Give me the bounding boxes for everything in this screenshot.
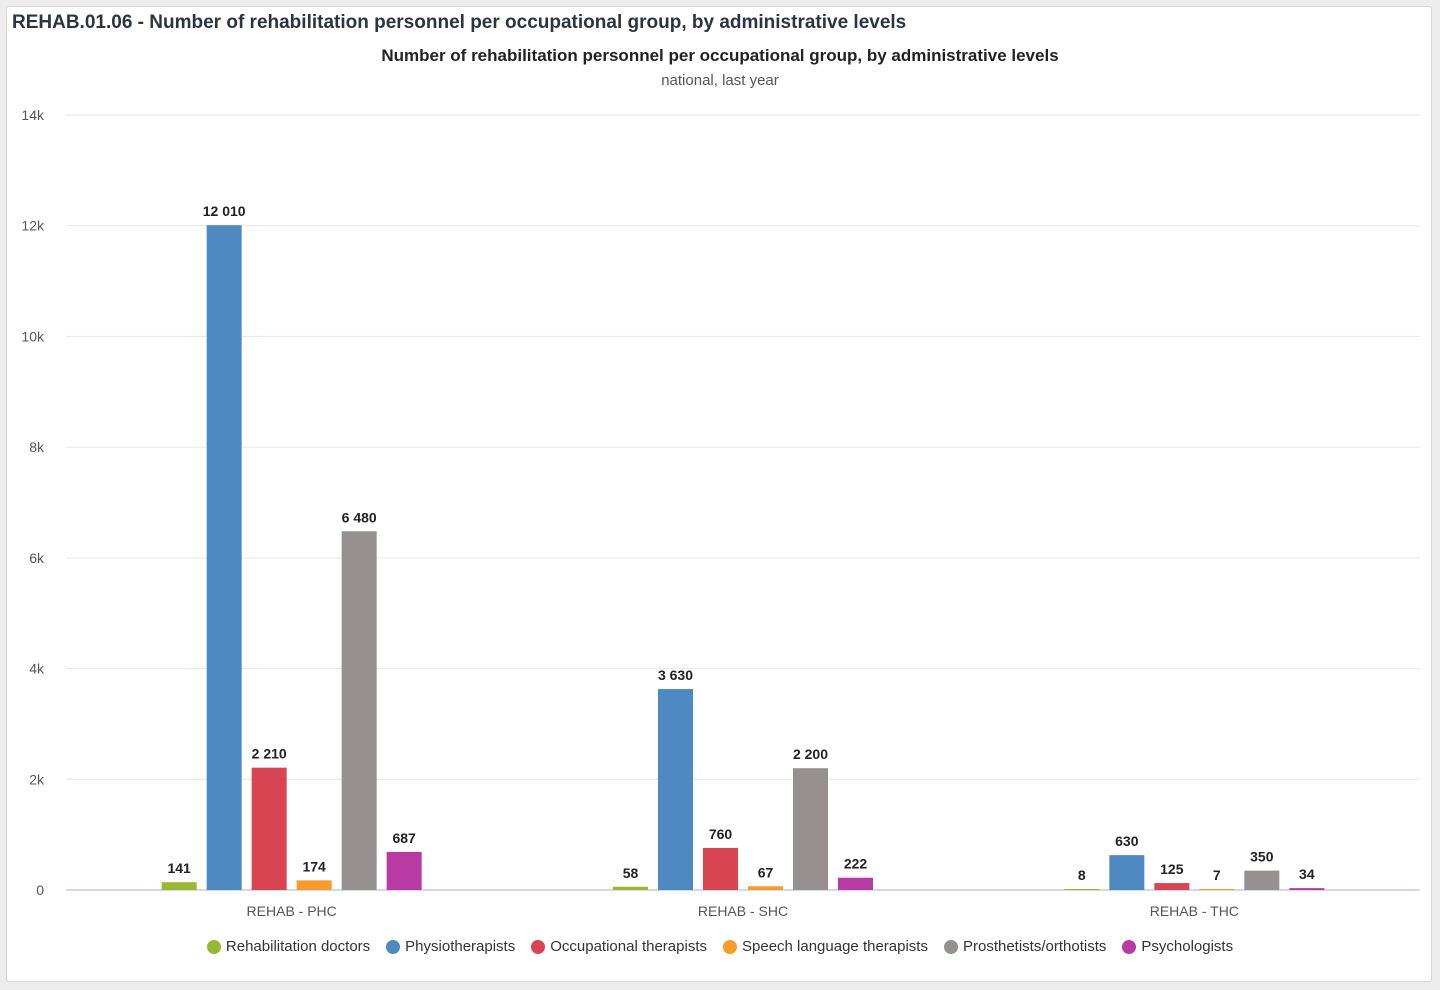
data-label: 7: [1213, 867, 1221, 883]
bar-psychologists-1[interactable]: [838, 877, 873, 890]
legend-marker: [206, 939, 221, 954]
y-tick-label: 12k: [21, 218, 45, 234]
data-label: 12 010: [203, 203, 246, 219]
data-label: 8: [1078, 867, 1086, 883]
y-tick-label: 4k: [29, 661, 45, 677]
legend-marker: [943, 939, 958, 954]
bar-rehabilitation-doctors-0[interactable]: [161, 882, 197, 890]
bar-physiotherapists-2[interactable]: [1109, 855, 1145, 890]
bar-occupational-therapists-2[interactable]: [1154, 883, 1190, 890]
data-label: 350: [1250, 849, 1274, 865]
y-tick-label: 8k: [29, 439, 45, 455]
y-tick-label: 10k: [21, 328, 45, 344]
y-tick-label: 2k: [29, 771, 45, 787]
data-label: 760: [709, 826, 733, 842]
legend-item[interactable]: Physiotherapists: [386, 938, 515, 955]
data-label: 2 210: [252, 746, 287, 762]
chart-card: [6, 6, 1432, 982]
data-label: 58: [623, 865, 639, 881]
data-label: 141: [167, 860, 191, 876]
legend-label: Psychologists: [1141, 938, 1234, 955]
bar-prosthetists-orthotists-0[interactable]: [341, 531, 377, 890]
data-label: 3 630: [658, 667, 693, 683]
bar-physiotherapists-1[interactable]: [658, 689, 693, 890]
y-tick-label: 0: [36, 882, 44, 898]
bar-speech-language-therapists-0[interactable]: [296, 880, 332, 890]
legend-item[interactable]: Speech language therapists: [723, 938, 928, 955]
bar-prosthetists-orthotists-2[interactable]: [1244, 870, 1280, 890]
bar-rehabilitation-doctors-1[interactable]: [613, 886, 648, 890]
y-tick-label: 6k: [29, 550, 45, 566]
bar-psychologists-0[interactable]: [386, 851, 422, 890]
data-label: 6 480: [342, 509, 377, 525]
x-tick-label: REHAB - SHC: [698, 903, 788, 919]
x-tick-label: REHAB - PHC: [247, 903, 337, 919]
bar-physiotherapists-0[interactable]: [206, 225, 242, 891]
legend-item[interactable]: Rehabilitation doctors: [206, 938, 371, 955]
bar-speech-language-therapists-1[interactable]: [748, 886, 783, 890]
y-tick-label: 14k: [21, 107, 45, 123]
bar-speech-language-therapists-2[interactable]: [1199, 889, 1235, 890]
data-label: 630: [1115, 833, 1139, 849]
bar-prosthetists-orthotists-1[interactable]: [793, 768, 828, 890]
data-label: 125: [1160, 861, 1184, 877]
legend-label: Prosthetists/orthotists: [962, 938, 1107, 955]
data-label: 687: [392, 830, 416, 846]
bar-occupational-therapists-1[interactable]: [703, 847, 738, 890]
data-label: 67: [758, 864, 774, 880]
data-label: 174: [302, 858, 326, 874]
chart-title: Number of rehabilitation personnel per o…: [381, 46, 1059, 65]
legend-label: Occupational therapists: [550, 938, 707, 955]
data-label: 34: [1299, 866, 1315, 882]
legend-label: Rehabilitation doctors: [225, 938, 371, 955]
legend-marker: [1122, 939, 1137, 954]
data-label: 2 200: [793, 746, 828, 762]
bar-occupational-therapists-0[interactable]: [251, 767, 287, 890]
chart-legend: Rehabilitation doctors Physiotherapists Oc…: [0, 938, 1440, 955]
legend-marker: [531, 939, 546, 954]
card-title: REHAB.01.06 - Number of rehabilitation p…: [12, 12, 907, 33]
bar-chart: 0 2k 4k 6k 8k 10k 12k 14k 141 12 010 2 210 174 6 480…: [21, 107, 1420, 919]
legend-label: Speech language therapists: [742, 938, 928, 955]
bar-rehabilitation-doctors-2[interactable]: [1064, 889, 1100, 890]
data-label: 222: [844, 856, 868, 872]
legend-item[interactable]: Occupational therapists: [531, 938, 707, 955]
bar-psychologists-2[interactable]: [1289, 888, 1325, 890]
x-tick-label: REHAB - THC: [1150, 903, 1239, 919]
legend-label: Physiotherapists: [405, 938, 516, 955]
chart-subtitle: national, last year: [661, 72, 779, 89]
legend-item[interactable]: Psychologists: [1122, 938, 1233, 955]
legend-item[interactable]: Prosthetists/orthotists: [943, 938, 1107, 955]
legend-marker: [386, 939, 401, 954]
legend-marker: [723, 939, 737, 954]
